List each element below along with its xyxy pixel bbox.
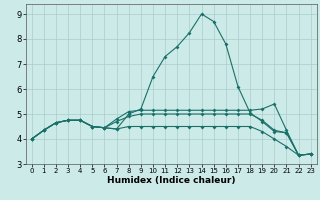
X-axis label: Humidex (Indice chaleur): Humidex (Indice chaleur) [107,176,236,185]
